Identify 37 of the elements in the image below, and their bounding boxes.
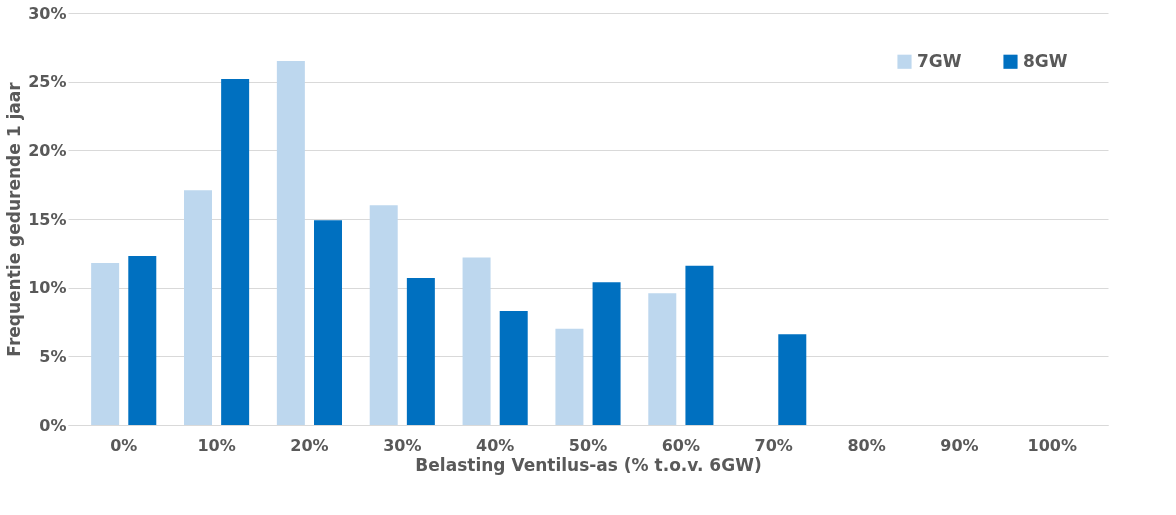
legend-label: 7GW (917, 50, 962, 71)
y-tick-label: 0% (39, 415, 67, 435)
bar (314, 220, 342, 425)
bar (369, 205, 398, 425)
bar (685, 265, 714, 425)
bar (406, 278, 435, 425)
bar (499, 311, 528, 425)
x-tick-label: 100% (1027, 435, 1077, 455)
bar (128, 256, 157, 425)
bar (555, 328, 584, 425)
bar (592, 282, 621, 425)
bar (276, 61, 305, 425)
y-tick-label: 10% (28, 278, 67, 298)
y-tick-label: 25% (28, 72, 67, 92)
x-tick-label: 60% (661, 435, 701, 455)
y-tick-label: 15% (28, 209, 67, 229)
legend-label: 8GW (1023, 50, 1068, 71)
y-tick-label: 30% (28, 3, 67, 23)
x-tick-label: 30% (383, 435, 422, 455)
x-tick-label: 90% (940, 435, 979, 455)
y-axis-title: Frequentie gedurende 1 jaar (4, 81, 25, 357)
bar (184, 190, 212, 425)
bar (91, 262, 120, 425)
x-tick-label: 10% (197, 435, 236, 455)
x-tick-label: 70% (754, 435, 793, 455)
x-tick-label: 50% (568, 435, 608, 455)
bar (778, 334, 807, 425)
bar (221, 78, 250, 425)
y-tick-label: 20% (28, 140, 67, 160)
x-tick-label: 20% (290, 435, 329, 455)
y-tick-label: 5% (39, 346, 67, 366)
bar (648, 293, 677, 425)
x-tick-label: 80% (847, 435, 886, 455)
x-tick-label: 0% (110, 435, 138, 455)
x-axis-title: Belasting Ventilus-as (% t.o.v. 6GW) (415, 454, 762, 475)
x-tick-label: 40% (475, 435, 515, 455)
bar (462, 257, 491, 425)
